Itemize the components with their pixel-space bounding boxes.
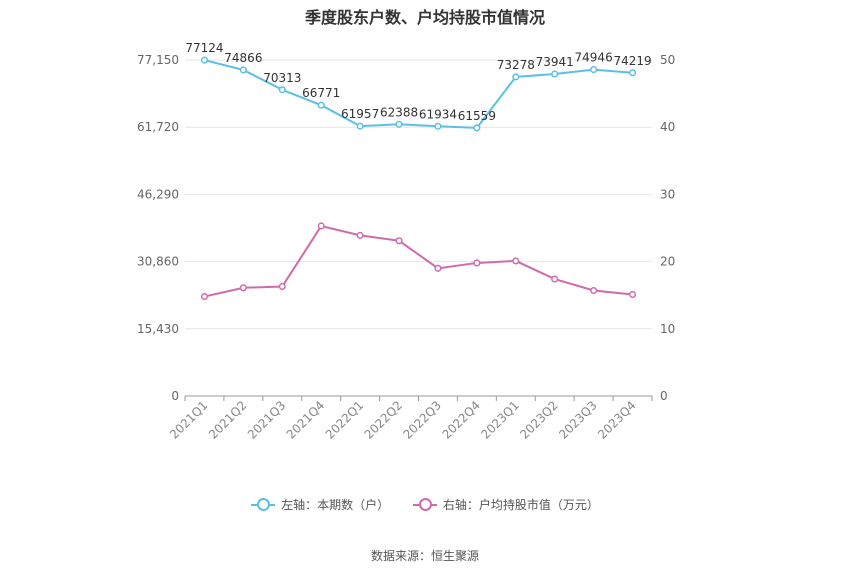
legend-swatch-left: [251, 497, 276, 511]
data-point-right[interactable]: [551, 275, 559, 283]
data-point-left[interactable]: [512, 73, 520, 81]
data-label: 74219: [613, 54, 651, 68]
data-point-right[interactable]: [434, 264, 442, 272]
x-tick-label: 2021Q1: [167, 398, 211, 442]
data-point-left[interactable]: [473, 124, 481, 132]
x-tick-label: 2021Q2: [206, 398, 250, 442]
data-point-left[interactable]: [278, 86, 286, 94]
x-tick-label: 2021Q3: [245, 398, 289, 442]
data-point-left[interactable]: [434, 122, 442, 130]
data-point-left[interactable]: [200, 56, 209, 64]
x-tick-label: 2023Q1: [478, 398, 522, 442]
data-point-left[interactable]: [628, 69, 637, 77]
left-axis-ticks: 0 15,430 30,860 46,290 61,720 77,150: [137, 53, 179, 403]
data-label: 66771: [302, 86, 340, 100]
data-point-right[interactable]: [590, 286, 598, 295]
data-label: 77124: [185, 41, 223, 55]
right-axis-ticks: 0 10 20 30 40 50: [660, 53, 675, 403]
data-label: 74866: [224, 51, 262, 65]
data-point-left[interactable]: [356, 122, 364, 130]
left-axis-tick-label: 46,290: [137, 187, 179, 201]
data-point-left[interactable]: [395, 120, 403, 128]
data-point-right[interactable]: [356, 231, 364, 239]
data-label: 61957: [341, 107, 379, 121]
right-axis-tick-label: 20: [660, 255, 675, 269]
x-tick-label: 2022Q3: [401, 398, 445, 442]
x-tick-label: 2021Q4: [284, 398, 328, 442]
x-tick-label: 2023Q3: [556, 398, 600, 442]
right-axis-tick-label: 40: [660, 120, 675, 134]
data-point-right[interactable]: [512, 257, 520, 265]
left-axis-tick-label: 30,860: [137, 255, 179, 269]
legend-label-right: 右轴：户均持股市值（万元）: [442, 498, 599, 512]
x-tick-label: 2023Q4: [595, 398, 639, 442]
left-axis-tick-label: 0: [171, 389, 179, 403]
x-tick-label: 2023Q2: [517, 398, 561, 442]
series-line-right: [204, 224, 633, 298]
chart-title: 季度股东户数、户均持股市值情况: [304, 8, 545, 27]
data-point-left[interactable]: [551, 70, 559, 78]
data-label: 73941: [536, 55, 574, 69]
legend-item-right-series[interactable]: 右轴：户均持股市值（万元）: [412, 496, 599, 513]
data-label: 62388: [380, 105, 418, 119]
right-axis-tick-label: 0: [660, 389, 668, 403]
right-axis-tick-label: 30: [660, 187, 675, 201]
left-axis-tick-label: 61,720: [137, 120, 179, 134]
data-source: 数据来源：恒生聚源: [370, 549, 479, 563]
legend-swatch-right: [412, 497, 437, 511]
x-tick-label: 2022Q1: [323, 398, 367, 442]
right-axis-tick-label: 50: [660, 53, 675, 67]
series-line-left: [204, 59, 633, 129]
data-label: 73278: [497, 58, 535, 72]
line-chart: 0 15,430 30,860 46,290 61,720 77,150 0 10 20 30 4…: [137, 41, 675, 442]
data-point-right[interactable]: [278, 282, 286, 291]
series-layer: [200, 56, 637, 301]
data-point-right[interactable]: [628, 290, 637, 299]
legend-label-left: 左轴：本期数（户）: [281, 498, 390, 512]
data-label: 74946: [575, 51, 613, 65]
data-point-right[interactable]: [317, 222, 325, 230]
data-point-left[interactable]: [317, 101, 325, 109]
data-point-left[interactable]: [239, 66, 247, 74]
right-axis-tick-label: 10: [660, 322, 675, 336]
x-axis-ticks: 2021Q12021Q22021Q32021Q42022Q12022Q22022…: [167, 396, 653, 442]
data-point-right[interactable]: [200, 292, 209, 301]
legend-item-left-series[interactable]: 左轴：本期数（户）: [251, 496, 389, 513]
x-tick-label: 2022Q2: [362, 398, 406, 442]
data-point-right[interactable]: [395, 237, 403, 245]
data-label: 70313: [263, 71, 301, 85]
data-point-left[interactable]: [590, 66, 598, 74]
x-tick-label: 2022Q4: [439, 398, 483, 442]
left-axis-tick-label: 15,430: [137, 322, 179, 336]
data-point-right[interactable]: [473, 259, 481, 267]
left-axis-tick-label: 77,150: [137, 53, 179, 67]
data-point-right[interactable]: [239, 284, 247, 292]
legend: 左轴：本期数（户） 右轴：户均持股市值（万元）: [0, 496, 850, 514]
data-label: 61934: [419, 107, 457, 121]
data-label: 61559: [458, 109, 496, 123]
